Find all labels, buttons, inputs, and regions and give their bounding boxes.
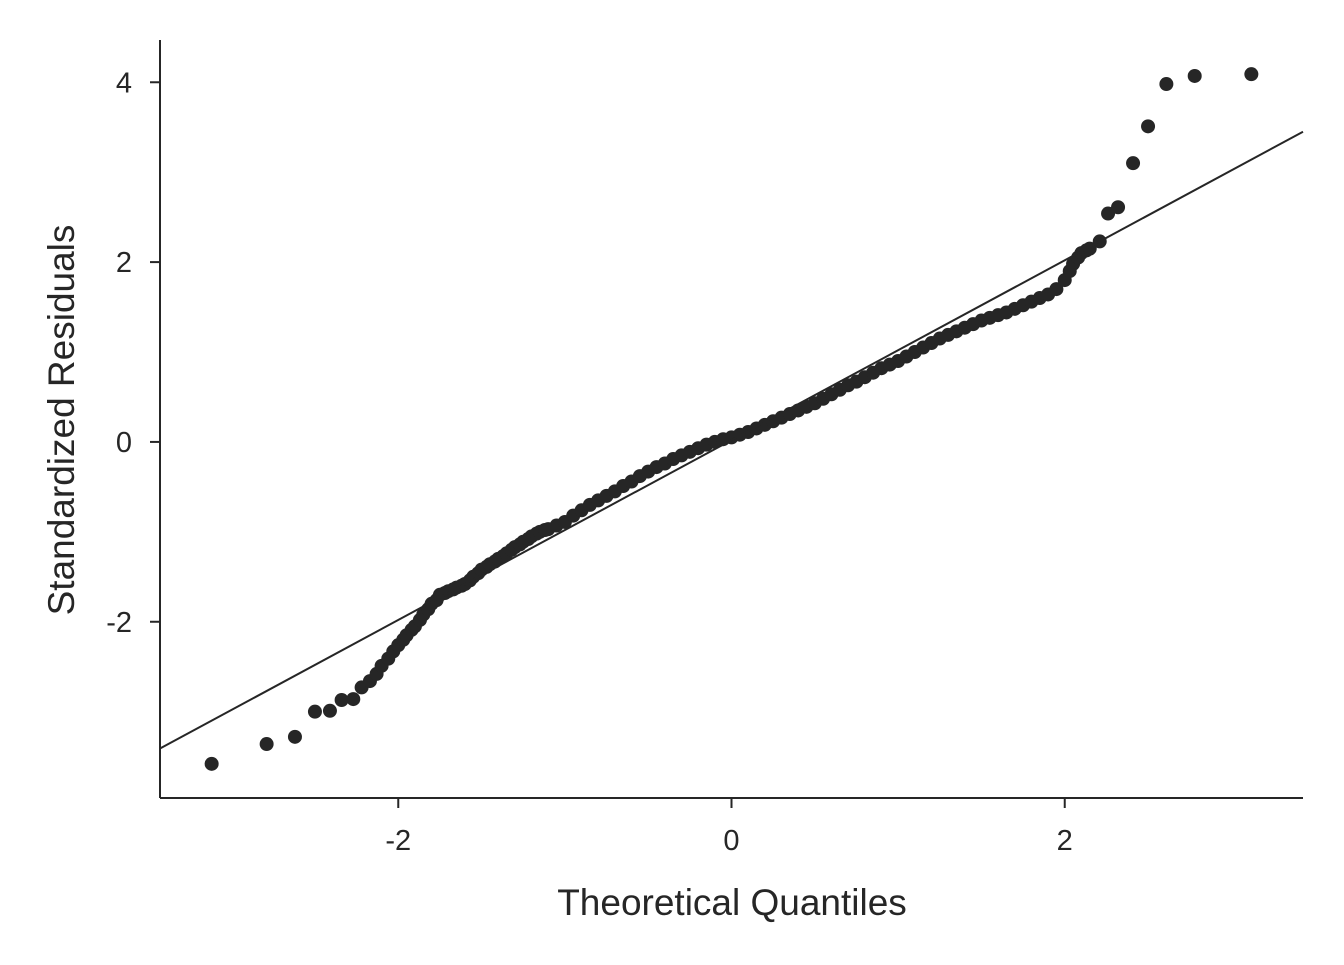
data-point xyxy=(334,692,349,707)
data-point xyxy=(204,756,219,771)
y-ticks: -2 0 2 4 xyxy=(106,67,160,639)
x-tick-label: 0 xyxy=(723,825,739,857)
y-tick-label: 4 xyxy=(116,67,132,99)
data-point xyxy=(1049,282,1064,297)
data-point xyxy=(1187,68,1202,83)
y-tick-label: 0 xyxy=(116,427,132,459)
data-point xyxy=(287,729,302,744)
data-point xyxy=(1101,206,1116,221)
data-point xyxy=(1126,156,1141,171)
data-point xyxy=(1111,200,1126,215)
data-point xyxy=(322,703,337,718)
data-point xyxy=(259,737,274,752)
data-point xyxy=(1244,67,1259,82)
x-axis-label: Theoretical Quantiles xyxy=(557,882,907,923)
data-point xyxy=(1141,119,1156,134)
reference-line xyxy=(159,130,1304,750)
x-tick-label: 2 xyxy=(1057,825,1073,857)
data-point xyxy=(346,692,361,707)
x-tick-label: -2 xyxy=(385,825,411,857)
y-axis-label: Standardized Residuals xyxy=(41,225,82,616)
data-point xyxy=(307,704,322,719)
data-points xyxy=(204,67,1259,771)
y-tick-label: -2 xyxy=(106,607,132,639)
y-tick-label: 2 xyxy=(116,247,132,279)
x-ticks: -2 0 2 xyxy=(385,798,1073,857)
data-point xyxy=(1159,77,1174,92)
